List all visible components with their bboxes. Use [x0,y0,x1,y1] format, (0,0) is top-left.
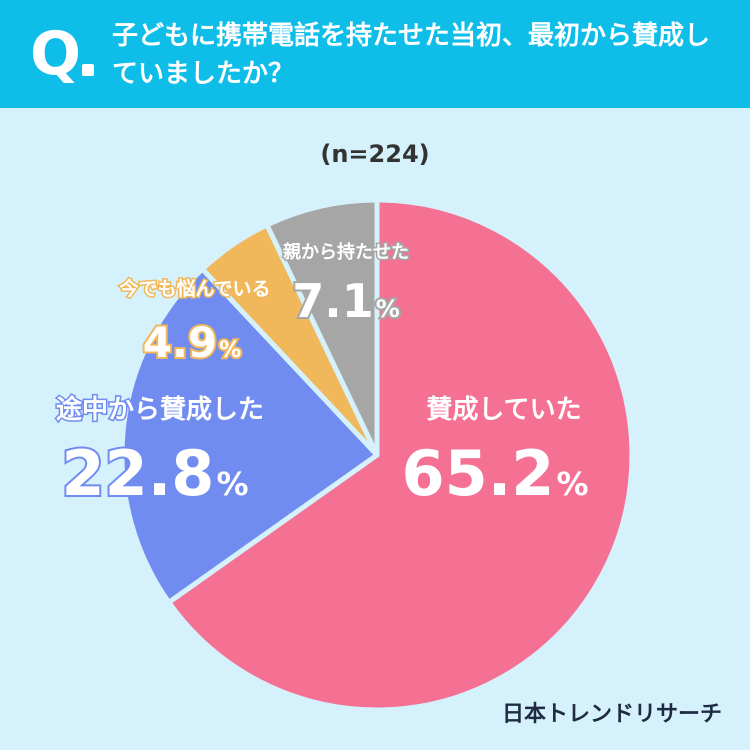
slice-value-0: 65.2% [401,437,588,510]
slice-label-0: 賛成していた [426,395,581,425]
pie-slice-0 [166,197,635,713]
pie-slice-1 [119,266,380,605]
question-header: Q 子どもに携帯電話を持たせた当初、最初から賛成していましたか？ [0,0,750,108]
pie-slice-3 [264,197,380,458]
slice-value-3: 7.1% [292,274,400,328]
slice-label-1: 途中から賛成した [56,394,264,425]
q-mark: Q [30,19,82,89]
slice-value-1: 22.8% [61,437,248,510]
question-text: 子どもに携帯電話を持たせた当初、最初から賛成していましたか？ [112,21,711,89]
slice-value-2: 4.9% [143,318,241,367]
slice-label-3: 親から持たせた [283,241,409,263]
sample-size: (n=224) [320,140,430,168]
q-dot [82,64,94,76]
brand-logo: 日本トレンドリサーチ [501,702,722,727]
slice-label-2: 今でも悩んでいる [118,277,270,300]
